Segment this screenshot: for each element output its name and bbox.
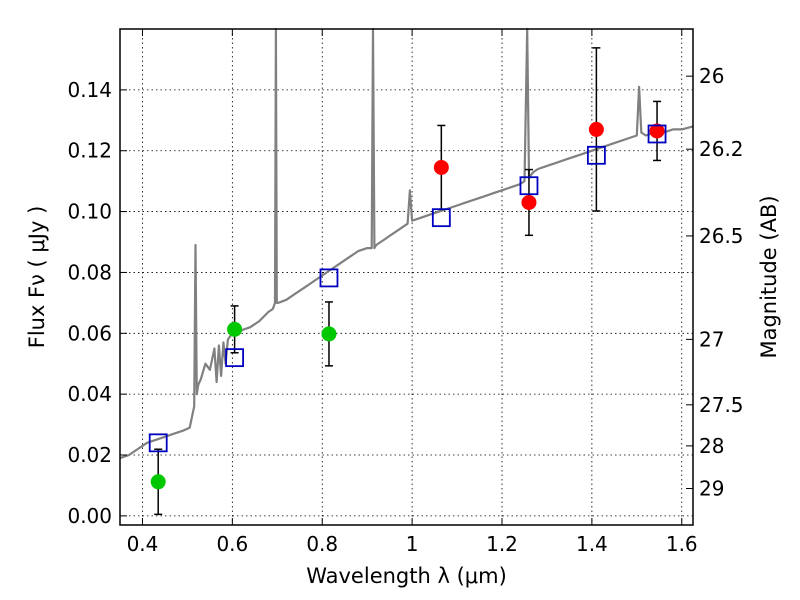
y-tick-label: 0.06 — [67, 321, 112, 345]
x-tick-label: 1.4 — [576, 532, 608, 556]
right-tick-label: 29 — [699, 476, 724, 500]
model-band-square — [647, 124, 667, 144]
right-tick-label: 26 — [699, 64, 724, 88]
model-band-square — [225, 348, 245, 368]
model-band-square — [319, 268, 339, 288]
model-band-square — [586, 145, 606, 165]
axis-ticks: 0.4 0.6 0.8 1 1.2 1.4 1.6 0.00 0.02 0.04 0.06 0.08 0… — [67, 29, 744, 556]
x-tick-label: 0.8 — [306, 532, 338, 556]
y-tick-label: 0.04 — [67, 382, 112, 406]
y-tick-label: 0.02 — [67, 443, 112, 467]
y-tick-label: 0.14 — [67, 78, 112, 102]
right-tick-label: 27.5 — [699, 393, 744, 417]
right-tick-label: 27 — [699, 327, 724, 351]
x-axis-label: Wavelength λ (μm) — [306, 564, 507, 588]
red-data-point — [433, 159, 449, 175]
x-tick-label: 1.6 — [666, 532, 698, 556]
red-data-point — [588, 121, 604, 137]
grid-lines — [120, 29, 693, 525]
x-tick-label: 1.2 — [486, 532, 518, 556]
y-axis-label: Flux Fν ( μJy ) — [25, 206, 49, 349]
green-data-point — [321, 326, 337, 342]
red-data-point — [521, 194, 537, 210]
right-tick-label: 26.2 — [699, 137, 744, 161]
x-tick-label: 0.4 — [127, 532, 159, 556]
right-tick-label: 26.5 — [699, 224, 744, 248]
right-tick-label: 28 — [699, 434, 724, 458]
green-data-point — [150, 474, 166, 490]
green-data-point — [227, 321, 243, 337]
model-band-square — [519, 176, 539, 196]
model-band-square — [431, 208, 451, 228]
y-tick-label: 0.10 — [67, 200, 112, 224]
x-tick-label: 1 — [406, 532, 419, 556]
right-axis-label: Magnitude (AB) — [757, 195, 781, 358]
model-spectrum-line — [119, 27, 694, 460]
model-band-square — [148, 433, 168, 453]
red-data-point — [649, 123, 665, 139]
x-tick-label: 0.6 — [216, 532, 248, 556]
model-spectrum — [119, 27, 694, 460]
plot-frame — [119, 28, 694, 526]
data-points — [148, 47, 667, 516]
y-tick-label: 0.00 — [67, 504, 112, 528]
y-tick-label: 0.12 — [67, 139, 112, 163]
y-tick-label: 0.08 — [67, 260, 112, 284]
